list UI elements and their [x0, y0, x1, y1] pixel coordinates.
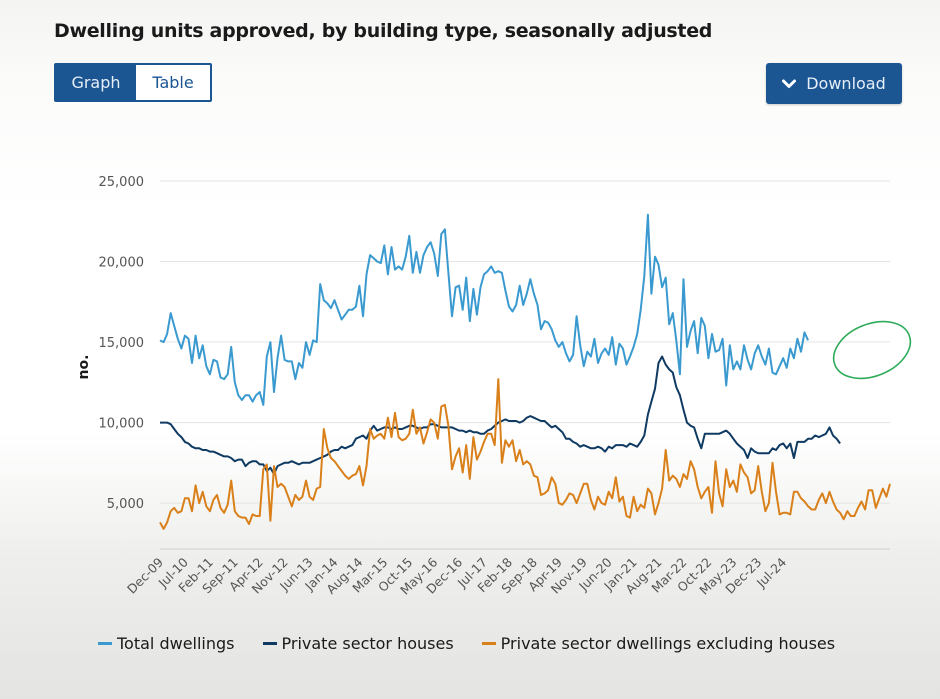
y-axis-label: no. [76, 355, 92, 380]
legend-item-excluding-houses[interactable]: Private sector dwellings excluding house… [481, 634, 836, 653]
legend: Total dwellings Private sector houses Pr… [98, 634, 835, 653]
annotation-circle [832, 320, 912, 380]
series-line-private-excluding-houses [159, 378, 891, 530]
legend-swatch-excluding-houses [481, 642, 496, 645]
y-tick-label: 15,000 [99, 336, 145, 351]
y-tick-label: 10,000 [99, 417, 145, 432]
legend-swatch-total [98, 642, 112, 645]
legend-swatch-houses [262, 642, 277, 645]
graph-tab[interactable]: Graph [56, 65, 136, 100]
legend-item-total[interactable]: Total dwellings [98, 634, 235, 653]
legend-label: Private sector houses [281, 634, 454, 653]
table-tab[interactable]: Table [136, 65, 210, 100]
chart-title: Dwelling units approved, by building typ… [54, 20, 713, 42]
x-axis-ticks: Dec-09Jul-10Feb-11Sep-11Apr-12Nov-12Jun-… [124, 554, 789, 597]
line-chart: 5,000 10,000 15,000 20,000 25,000 no. Dec-09… [76, 175, 912, 598]
chevron-down-icon [782, 79, 797, 88]
series-line-total-dwellings [159, 213, 810, 406]
legend-label: Private sector dwellings excluding house… [500, 634, 836, 653]
y-tick-label: 20,000 [99, 256, 145, 271]
y-axis-ticks: 5,000 10,000 15,000 20,000 25,000 [99, 175, 145, 512]
y-tick-label: 25,000 [99, 175, 145, 190]
series-lines [159, 213, 891, 530]
legend-label: Total dwellings [117, 634, 235, 653]
download-button[interactable]: Download [766, 63, 902, 104]
view-toggle: Graph Table [54, 63, 212, 102]
download-label: Download [806, 74, 886, 93]
legend-item-houses[interactable]: Private sector houses [262, 634, 454, 653]
y-tick-label: 5,000 [107, 497, 144, 512]
